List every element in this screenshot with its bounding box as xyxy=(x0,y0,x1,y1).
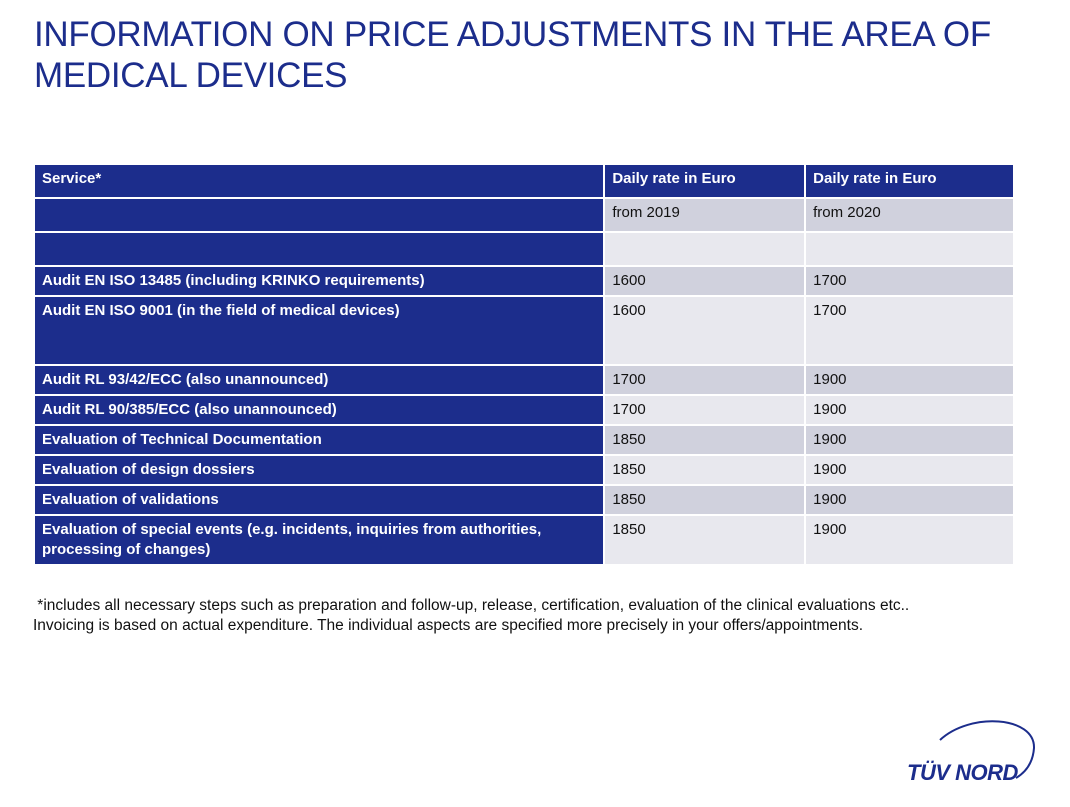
rate-2019-cell: 1600 xyxy=(605,297,805,364)
rate-2019-cell: 1600 xyxy=(605,267,805,295)
column-header-service: Service* xyxy=(35,165,604,197)
rate-2019-cell: 1850 xyxy=(605,426,805,454)
subheader-from-2019: from 2019 xyxy=(605,199,805,231)
service-cell: Audit EN ISO 9001 (in the field of medic… xyxy=(35,297,604,364)
table-subheader-row: from 2019 from 2020 xyxy=(35,199,1013,231)
footnote: *includes all necessary steps such as pr… xyxy=(33,596,1043,636)
footnote-line-2: Invoicing is based on actual expenditure… xyxy=(33,617,864,634)
rate-2019-cell: 1850 xyxy=(605,516,805,564)
logo-arc-icon xyxy=(939,720,1036,779)
rate-2020-cell: 1900 xyxy=(806,456,1013,484)
subheader-service-cell xyxy=(35,199,604,231)
service-cell: Evaluation of special events (e.g. incid… xyxy=(35,516,604,564)
table-header-row: Service* Daily rate in Euro Daily rate i… xyxy=(35,165,1013,197)
table-row: Audit EN ISO 9001 (in the field of medic… xyxy=(35,297,1013,364)
footnote-line-1: *includes all necessary steps such as pr… xyxy=(33,597,910,614)
page-title: INFORMATION ON PRICE ADJUSTMENTS IN THE … xyxy=(34,15,991,95)
column-header-rate-2019: Daily rate in Euro xyxy=(605,165,805,197)
service-cell: Evaluation of Technical Documentation xyxy=(35,426,604,454)
table-row xyxy=(35,233,1013,265)
service-cell: Evaluation of validations xyxy=(35,486,604,514)
table-row: Audit RL 93/42/ECC (also unannounced) 17… xyxy=(35,366,1013,394)
price-table: Service* Daily rate in Euro Daily rate i… xyxy=(33,163,1015,566)
column-header-rate-2020: Daily rate in Euro xyxy=(806,165,1013,197)
subheader-from-2020: from 2020 xyxy=(806,199,1013,231)
rate-2020-cell: 1900 xyxy=(806,516,1013,564)
table-row: Evaluation of design dossiers 1850 1900 xyxy=(35,456,1013,484)
service-cell xyxy=(35,233,604,265)
rate-2020-cell: 1900 xyxy=(806,486,1013,514)
service-cell: Audit EN ISO 13485 (including KRINKO req… xyxy=(35,267,604,295)
tuv-nord-logo: TÜV NORD xyxy=(900,718,1040,785)
service-cell: Evaluation of design dossiers xyxy=(35,456,604,484)
table-row: Evaluation of validations 1850 1900 xyxy=(35,486,1013,514)
rate-2020-cell: 1900 xyxy=(806,396,1013,424)
table-row: Evaluation of special events (e.g. incid… xyxy=(35,516,1013,564)
rate-2019-cell: 1850 xyxy=(605,456,805,484)
rate-2020-cell: 1700 xyxy=(806,297,1013,364)
rate-2019-cell: 1850 xyxy=(605,486,805,514)
rate-2019-cell xyxy=(605,233,805,265)
table-row: Audit EN ISO 13485 (including KRINKO req… xyxy=(35,267,1013,295)
rate-2020-cell: 1900 xyxy=(806,366,1013,394)
table-row: Audit RL 90/385/ECC (also unannounced) 1… xyxy=(35,396,1013,424)
logo-wordmark: TÜV NORD xyxy=(907,760,1018,785)
rate-2019-cell: 1700 xyxy=(605,396,805,424)
service-cell: Audit RL 90/385/ECC (also unannounced) xyxy=(35,396,604,424)
rate-2020-cell xyxy=(806,233,1013,265)
rate-2019-cell: 1700 xyxy=(605,366,805,394)
service-cell: Audit RL 93/42/ECC (also unannounced) xyxy=(35,366,604,394)
rate-2020-cell: 1700 xyxy=(806,267,1013,295)
rate-2020-cell: 1900 xyxy=(806,426,1013,454)
table-row: Evaluation of Technical Documentation 18… xyxy=(35,426,1013,454)
